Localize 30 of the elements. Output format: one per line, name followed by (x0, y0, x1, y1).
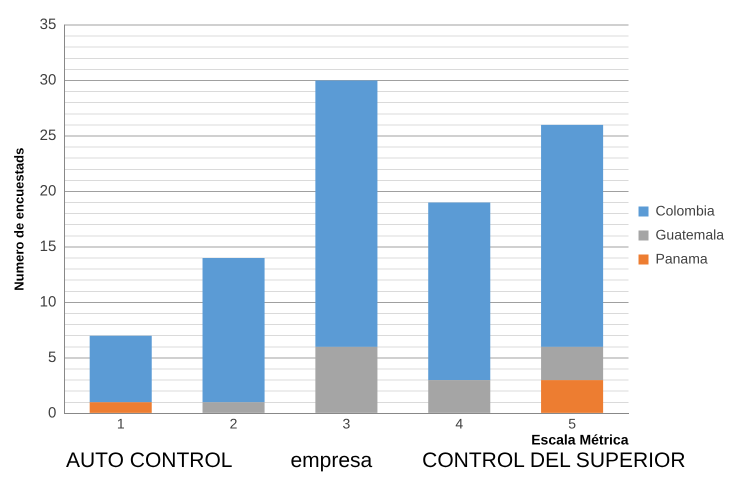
bar (202, 258, 265, 402)
x-tick-label: 3 (342, 416, 351, 432)
legend-label: Panama (656, 250, 708, 266)
bar (315, 80, 378, 347)
bar (428, 380, 490, 413)
y-tick-label: 5 (48, 349, 56, 366)
x-tick-label: 5 (568, 416, 576, 432)
text: CONTROL DEL SUPERIOR (422, 449, 686, 473)
legend-label: Colombia (656, 202, 715, 218)
y-tick-label: 15 (40, 238, 56, 256)
y-tick-label: 30 (40, 72, 56, 89)
legend-label: Guatemala (656, 226, 724, 242)
x-tick-label: 4 (455, 416, 464, 432)
y-tick-label: 10 (40, 294, 56, 311)
y-tick-label: 35 (40, 16, 56, 34)
y-axis-title: Numero de encuestads (11, 148, 26, 291)
x-tick-label: 2 (230, 416, 238, 432)
bar (90, 402, 152, 413)
bar (202, 402, 265, 413)
x-axis-title: Escala Métrica (531, 431, 629, 448)
text: empresa (290, 449, 372, 473)
text: AUTO CONTROL (66, 449, 232, 473)
y-tick-label: 25 (40, 127, 56, 144)
x-tick-label: 1 (116, 416, 125, 432)
bar (90, 336, 152, 402)
bar (428, 202, 490, 380)
bar (541, 124, 604, 347)
y-tick-label: 20 (40, 182, 56, 200)
y-tick-label: 0 (48, 404, 56, 422)
bar (541, 380, 604, 413)
